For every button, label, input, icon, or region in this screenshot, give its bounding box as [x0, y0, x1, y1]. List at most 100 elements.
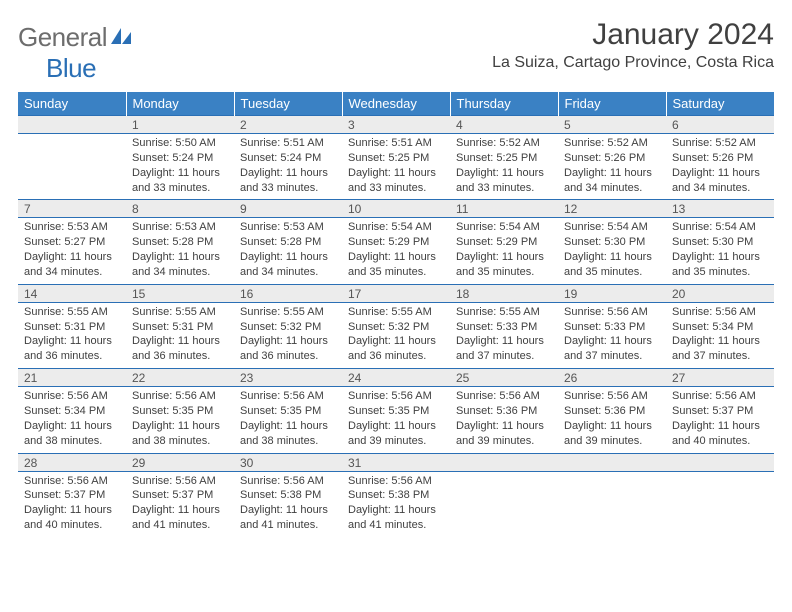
- sunrise-text: Sunrise: 5:53 AM: [24, 220, 120, 235]
- daylight-text: Daylight: 11 hours and 36 minutes.: [348, 334, 444, 364]
- day-detail-cell: Sunrise: 5:56 AMSunset: 5:35 PMDaylight:…: [234, 387, 342, 453]
- day-number-cell: 13: [666, 200, 774, 218]
- detail-row: Sunrise: 5:50 AMSunset: 5:24 PMDaylight:…: [18, 134, 774, 200]
- day-detail-cell: Sunrise: 5:52 AMSunset: 5:25 PMDaylight:…: [450, 134, 558, 200]
- calendar-head: Sunday Monday Tuesday Wednesday Thursday…: [18, 92, 774, 116]
- sunrise-text: Sunrise: 5:53 AM: [132, 220, 228, 235]
- sunset-text: Sunset: 5:34 PM: [24, 404, 120, 419]
- sunset-text: Sunset: 5:28 PM: [240, 235, 336, 250]
- calendar-body: 123456Sunrise: 5:50 AMSunset: 5:24 PMDay…: [18, 116, 774, 537]
- day-number-cell: 19: [558, 284, 666, 302]
- day-number-cell: 18: [450, 284, 558, 302]
- day-number-cell: 30: [234, 453, 342, 471]
- day-detail-cell: Sunrise: 5:56 AMSunset: 5:36 PMDaylight:…: [450, 387, 558, 453]
- sunrise-text: Sunrise: 5:56 AM: [456, 389, 552, 404]
- logo-text: General Blue: [18, 22, 133, 84]
- detail-row: Sunrise: 5:53 AMSunset: 5:27 PMDaylight:…: [18, 218, 774, 284]
- day-detail-cell: Sunrise: 5:55 AMSunset: 5:33 PMDaylight:…: [450, 302, 558, 368]
- day-detail-cell: Sunrise: 5:55 AMSunset: 5:32 PMDaylight:…: [234, 302, 342, 368]
- calendar-table: Sunday Monday Tuesday Wednesday Thursday…: [18, 92, 774, 537]
- sunrise-text: Sunrise: 5:54 AM: [672, 220, 768, 235]
- sunrise-text: Sunrise: 5:51 AM: [240, 136, 336, 151]
- sunset-text: Sunset: 5:37 PM: [132, 488, 228, 503]
- sunrise-text: Sunrise: 5:56 AM: [348, 389, 444, 404]
- day-number-cell: 4: [450, 116, 558, 134]
- daylight-text: Daylight: 11 hours and 33 minutes.: [240, 166, 336, 196]
- sunset-text: Sunset: 5:32 PM: [240, 320, 336, 335]
- day-detail-cell: Sunrise: 5:56 AMSunset: 5:37 PMDaylight:…: [126, 471, 234, 537]
- sunset-text: Sunset: 5:29 PM: [348, 235, 444, 250]
- sunset-text: Sunset: 5:26 PM: [564, 151, 660, 166]
- page: General Blue January 2024 La Suiza, Cart…: [0, 0, 792, 537]
- sunset-text: Sunset: 5:32 PM: [348, 320, 444, 335]
- sunrise-text: Sunrise: 5:55 AM: [240, 305, 336, 320]
- day-detail-cell: Sunrise: 5:51 AMSunset: 5:24 PMDaylight:…: [234, 134, 342, 200]
- detail-row: Sunrise: 5:55 AMSunset: 5:31 PMDaylight:…: [18, 302, 774, 368]
- day-detail-cell: Sunrise: 5:54 AMSunset: 5:30 PMDaylight:…: [666, 218, 774, 284]
- sunrise-text: Sunrise: 5:56 AM: [240, 389, 336, 404]
- day-number-cell: 9: [234, 200, 342, 218]
- daylight-text: Daylight: 11 hours and 41 minutes.: [348, 503, 444, 533]
- day-number-cell: 25: [450, 369, 558, 387]
- sunset-text: Sunset: 5:28 PM: [132, 235, 228, 250]
- day-number-cell: 17: [342, 284, 450, 302]
- daylight-text: Daylight: 11 hours and 35 minutes.: [348, 250, 444, 280]
- sunset-text: Sunset: 5:24 PM: [240, 151, 336, 166]
- sunrise-text: Sunrise: 5:56 AM: [564, 305, 660, 320]
- day-detail-cell: Sunrise: 5:56 AMSunset: 5:34 PMDaylight:…: [666, 302, 774, 368]
- weekday-header: Tuesday: [234, 92, 342, 116]
- sunrise-text: Sunrise: 5:55 AM: [456, 305, 552, 320]
- daylight-text: Daylight: 11 hours and 33 minutes.: [456, 166, 552, 196]
- day-number-cell: 15: [126, 284, 234, 302]
- day-detail-cell: Sunrise: 5:56 AMSunset: 5:36 PMDaylight:…: [558, 387, 666, 453]
- day-number-cell: 1: [126, 116, 234, 134]
- daylight-text: Daylight: 11 hours and 37 minutes.: [564, 334, 660, 364]
- day-detail-cell: Sunrise: 5:55 AMSunset: 5:31 PMDaylight:…: [126, 302, 234, 368]
- daylight-text: Daylight: 11 hours and 34 minutes.: [672, 166, 768, 196]
- sunrise-text: Sunrise: 5:51 AM: [348, 136, 444, 151]
- day-detail-cell: Sunrise: 5:52 AMSunset: 5:26 PMDaylight:…: [558, 134, 666, 200]
- day-number-cell: 12: [558, 200, 666, 218]
- daylight-text: Daylight: 11 hours and 41 minutes.: [240, 503, 336, 533]
- sunrise-text: Sunrise: 5:55 AM: [24, 305, 120, 320]
- daylight-text: Daylight: 11 hours and 38 minutes.: [24, 419, 120, 449]
- day-detail-cell: Sunrise: 5:50 AMSunset: 5:24 PMDaylight:…: [126, 134, 234, 200]
- daylight-text: Daylight: 11 hours and 41 minutes.: [132, 503, 228, 533]
- daylight-text: Daylight: 11 hours and 33 minutes.: [132, 166, 228, 196]
- sunrise-text: Sunrise: 5:56 AM: [672, 305, 768, 320]
- day-detail-cell: Sunrise: 5:55 AMSunset: 5:32 PMDaylight:…: [342, 302, 450, 368]
- sunrise-text: Sunrise: 5:56 AM: [24, 389, 120, 404]
- sunrise-text: Sunrise: 5:54 AM: [348, 220, 444, 235]
- daylight-text: Daylight: 11 hours and 37 minutes.: [672, 334, 768, 364]
- day-detail-cell: Sunrise: 5:53 AMSunset: 5:28 PMDaylight:…: [126, 218, 234, 284]
- logo: General Blue: [18, 18, 133, 84]
- daynum-row: 14151617181920: [18, 284, 774, 302]
- daylight-text: Daylight: 11 hours and 40 minutes.: [24, 503, 120, 533]
- sunset-text: Sunset: 5:30 PM: [564, 235, 660, 250]
- day-detail-cell: Sunrise: 5:54 AMSunset: 5:29 PMDaylight:…: [450, 218, 558, 284]
- daylight-text: Daylight: 11 hours and 35 minutes.: [456, 250, 552, 280]
- sunset-text: Sunset: 5:25 PM: [348, 151, 444, 166]
- sail-icon: [109, 33, 133, 50]
- daylight-text: Daylight: 11 hours and 34 minutes.: [24, 250, 120, 280]
- day-detail-cell: Sunrise: 5:56 AMSunset: 5:33 PMDaylight:…: [558, 302, 666, 368]
- day-detail-cell: Sunrise: 5:51 AMSunset: 5:25 PMDaylight:…: [342, 134, 450, 200]
- daylight-text: Daylight: 11 hours and 38 minutes.: [132, 419, 228, 449]
- sunset-text: Sunset: 5:35 PM: [132, 404, 228, 419]
- weekday-row: Sunday Monday Tuesday Wednesday Thursday…: [18, 92, 774, 116]
- sunrise-text: Sunrise: 5:54 AM: [456, 220, 552, 235]
- day-detail-cell: Sunrise: 5:53 AMSunset: 5:27 PMDaylight:…: [18, 218, 126, 284]
- daylight-text: Daylight: 11 hours and 33 minutes.: [348, 166, 444, 196]
- sunrise-text: Sunrise: 5:55 AM: [132, 305, 228, 320]
- daynum-row: 123456: [18, 116, 774, 134]
- weekday-header: Monday: [126, 92, 234, 116]
- day-detail-cell: Sunrise: 5:56 AMSunset: 5:35 PMDaylight:…: [126, 387, 234, 453]
- day-detail-cell: [558, 471, 666, 537]
- sunset-text: Sunset: 5:35 PM: [240, 404, 336, 419]
- day-number-cell: 27: [666, 369, 774, 387]
- sunrise-text: Sunrise: 5:56 AM: [24, 474, 120, 489]
- day-number-cell: 2: [234, 116, 342, 134]
- detail-row: Sunrise: 5:56 AMSunset: 5:37 PMDaylight:…: [18, 471, 774, 537]
- daylight-text: Daylight: 11 hours and 34 minutes.: [132, 250, 228, 280]
- sunset-text: Sunset: 5:36 PM: [456, 404, 552, 419]
